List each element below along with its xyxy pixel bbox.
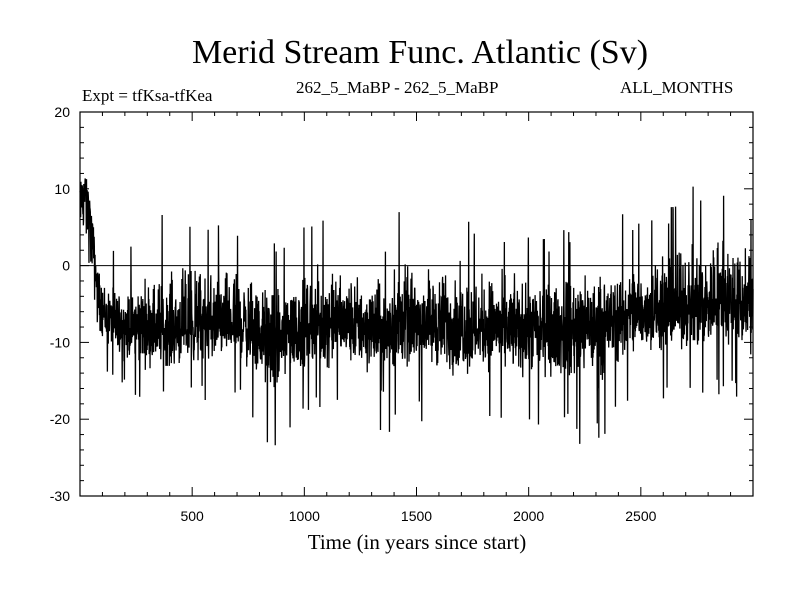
- chart-subtitle-left: Expt = tfKsa-tfKea: [82, 86, 213, 105]
- series-line: [79, 178, 754, 446]
- chart-subtitle-center: 262_5_MaBP - 262_5_MaBP: [296, 78, 499, 97]
- y-tick-label: 20: [54, 104, 70, 120]
- x-axis-label: Time (in years since start): [307, 530, 527, 554]
- y-tick-label: -30: [50, 488, 70, 504]
- y-tick-label: 0: [62, 258, 70, 274]
- y-tick-label: -10: [50, 334, 70, 350]
- x-tick-label: 2500: [625, 508, 656, 524]
- x-tick-label: 500: [180, 508, 204, 524]
- x-tick-label: 2000: [513, 508, 544, 524]
- x-tick-label: 1500: [401, 508, 432, 524]
- chart-title: Merid Stream Func. Atlantic (Sv): [191, 34, 649, 71]
- chart-subtitle-right: ALL_MONTHS: [620, 78, 734, 97]
- y-tick-label: -20: [50, 411, 70, 427]
- x-tick-label: 1000: [289, 508, 320, 524]
- y-tick-label: 10: [54, 181, 70, 197]
